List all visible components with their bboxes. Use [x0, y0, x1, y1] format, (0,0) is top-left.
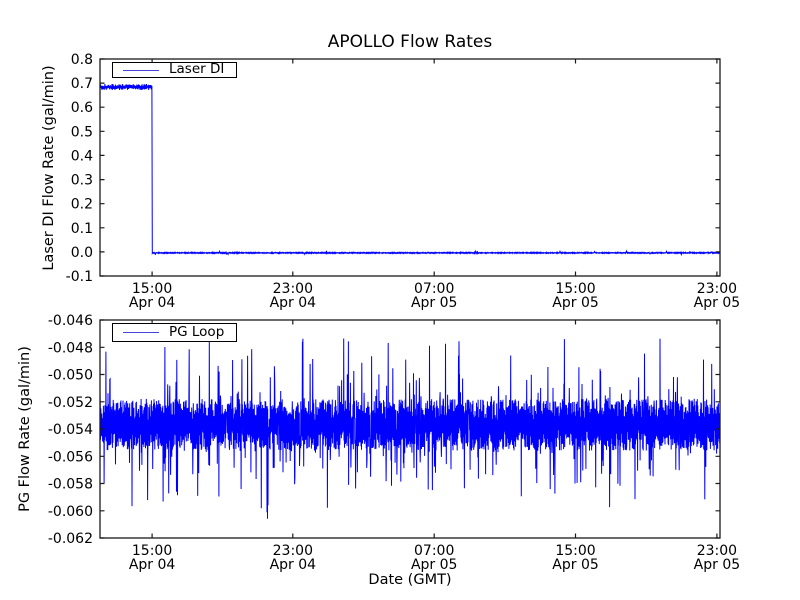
- x-tick-label: 15:00: [555, 281, 595, 297]
- x-tick-label: 23:00: [273, 281, 313, 297]
- y-tick-label: 0.7: [71, 76, 93, 92]
- y-tick-label: -0.054: [48, 422, 93, 438]
- legend-line-sample-icon: [123, 69, 159, 71]
- x-tick-label: 23:00: [697, 281, 737, 297]
- y-tick-label: -0.052: [48, 395, 93, 411]
- y-tick-label: 0.5: [71, 124, 93, 140]
- legend-label-laser-di: Laser DI: [169, 61, 225, 78]
- x-tick-label: 23:00: [697, 543, 737, 559]
- y-tick-label: -0.050: [48, 368, 93, 384]
- y-tick-label: -0.058: [48, 477, 93, 493]
- y-tick-label: -0.1: [66, 269, 93, 285]
- x-tick-label: Apr 04: [129, 557, 176, 573]
- y-tick-label: 0.0: [71, 245, 93, 261]
- x-tick-label: 07:00: [414, 281, 454, 297]
- x-tick-label: Apr 04: [129, 295, 176, 311]
- x-tick-label: 23:00: [273, 543, 313, 559]
- x-tick-label: Apr 05: [694, 295, 740, 311]
- chart-title: APOLLO Flow Rates: [327, 32, 493, 52]
- legend-line-sample-icon: [123, 332, 159, 333]
- laser-di-series-line: [100, 83, 720, 257]
- axes-frame: [99, 58, 721, 277]
- tick-marks: [100, 319, 720, 539]
- y-tick-label: -0.048: [48, 340, 93, 356]
- y-axis-label-laser-di: Laser DI Flow Rate (gal/min): [41, 65, 57, 271]
- y-tick-label: -0.056: [48, 449, 93, 465]
- x-tick-label: Apr 05: [552, 557, 598, 573]
- y-tick-label: 0.3: [71, 173, 93, 189]
- x-tick-label: Apr 04: [270, 295, 317, 311]
- x-tick-label: 15:00: [132, 281, 172, 297]
- legend-label-pg-loop: PG Loop: [169, 323, 225, 340]
- x-tick-label: 15:00: [555, 543, 595, 559]
- y-axis-label-pg: PG Flow Rate (gal/min): [17, 346, 33, 512]
- y-tick-label: 0.8: [71, 52, 93, 68]
- x-axis-label: Date (GMT): [368, 572, 452, 588]
- x-tick-label: 15:00: [132, 543, 172, 559]
- y-tick-label: 0.2: [71, 197, 93, 213]
- legend-pg-loop: PG Loop: [112, 323, 237, 342]
- pg-loop-series-line: [100, 338, 720, 519]
- x-tick-label: 07:00: [414, 543, 454, 559]
- x-tick-label: Apr 05: [411, 295, 457, 311]
- y-tick-label: 0.1: [71, 221, 93, 237]
- y-tick-label: -0.060: [48, 504, 93, 520]
- y-tick-label: 0.6: [71, 100, 93, 116]
- y-tick-label: 0.4: [71, 148, 93, 164]
- tick-marks: [100, 58, 720, 277]
- y-tick-label: -0.062: [48, 531, 93, 547]
- x-tick-label: Apr 05: [552, 295, 598, 311]
- x-tick-label: Apr 05: [411, 557, 457, 573]
- legend-laser-di: Laser DI: [112, 62, 237, 78]
- x-tick-label: Apr 05: [694, 557, 740, 573]
- y-tick-label: -0.046: [48, 313, 93, 329]
- x-tick-label: Apr 04: [270, 557, 317, 573]
